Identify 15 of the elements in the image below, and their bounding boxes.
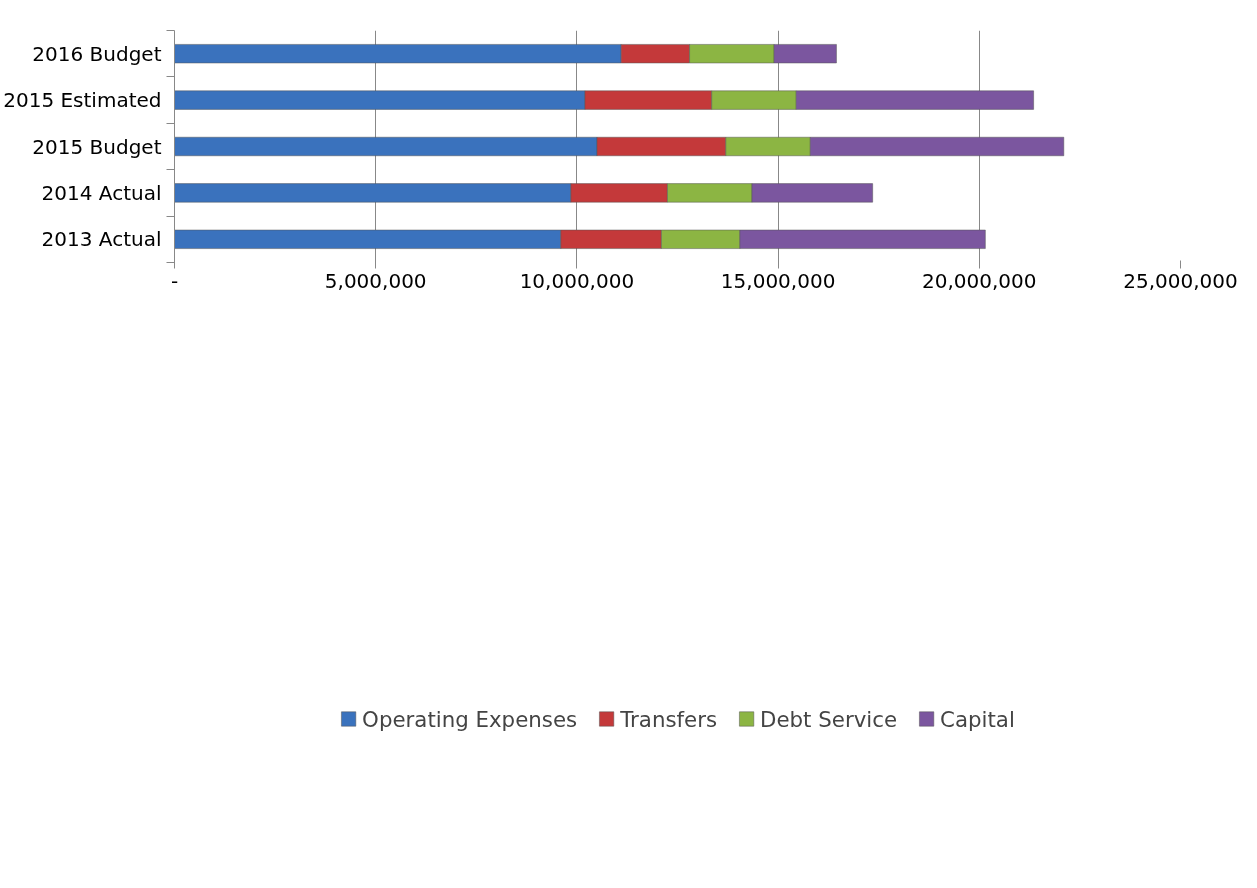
legend-label: Operating Expenses: [362, 706, 578, 732]
y-tick-label: 2016 Budget: [32, 41, 162, 66]
legend-label: Capital: [940, 706, 1015, 732]
y-tick-label: 2013 Actual: [41, 227, 162, 252]
x-tick-label: 10,000,000: [519, 268, 635, 293]
x-tick-label: 5,000,000: [324, 268, 427, 293]
x-tick-label: 15,000,000: [720, 268, 836, 293]
x-tick-label: -: [170, 268, 179, 293]
x-tick-label: 25,000,000: [1123, 268, 1238, 293]
x-tick-label: 20,000,000: [922, 268, 1037, 293]
legend-label: Debt Service: [760, 706, 898, 732]
y-tick-label: 2015 Budget: [32, 134, 162, 159]
legend-label: Transfers: [620, 706, 718, 732]
y-tick-label: 2015 Estimated: [3, 88, 162, 113]
y-tick-label: 2014 Actual: [41, 180, 162, 205]
